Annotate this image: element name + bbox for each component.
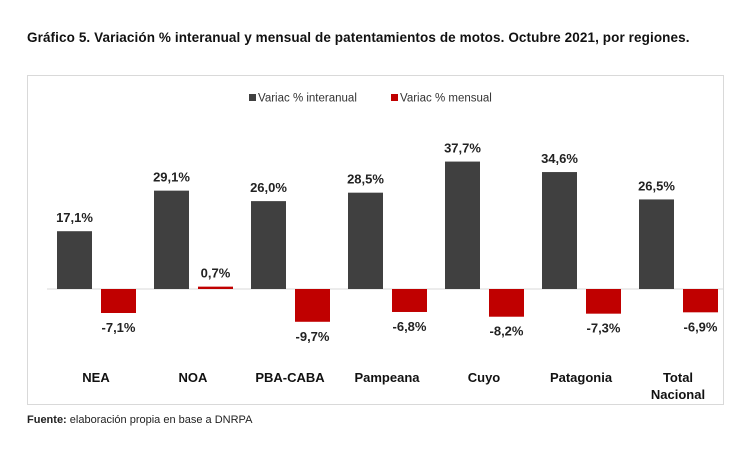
bar	[639, 199, 674, 289]
bar	[542, 172, 577, 289]
category-label: Nacional	[651, 387, 705, 402]
bar	[683, 289, 718, 313]
bar	[198, 286, 233, 289]
source-note: Fuente: elaboración propia en base a DNR…	[27, 414, 252, 426]
data-label: -9,7%	[296, 329, 330, 344]
category-label: Total	[663, 370, 693, 385]
category-label: Pampeana	[354, 370, 420, 385]
legend-swatch	[391, 94, 398, 101]
data-label: 26,0%	[250, 180, 287, 195]
bar	[348, 192, 383, 289]
data-label: 37,7%	[444, 141, 481, 156]
bar	[586, 289, 621, 314]
data-label: 28,5%	[347, 172, 384, 187]
chart-title: Gráfico 5. Variación % interanual y mens…	[27, 30, 690, 45]
bar	[101, 289, 136, 313]
data-label: -6,8%	[393, 319, 427, 334]
category-label: Patagonia	[550, 370, 613, 385]
bar	[154, 190, 189, 289]
bar	[295, 289, 330, 322]
data-label: 26,5%	[638, 178, 675, 193]
legend-label: Variac % interanual	[258, 93, 357, 105]
data-label: 0,7%	[201, 266, 231, 281]
category-label: PBA-CABA	[255, 370, 325, 385]
legend-label: Variac % mensual	[400, 93, 492, 105]
category-label: NOA	[179, 370, 209, 385]
chart-frame	[27, 75, 724, 405]
data-label: -7,3%	[587, 321, 621, 336]
data-label: 17,1%	[56, 210, 93, 225]
data-label: -7,1%	[102, 320, 136, 335]
category-label: Cuyo	[468, 370, 501, 385]
bar	[251, 201, 286, 289]
data-label: 29,1%	[153, 170, 190, 185]
data-label: 34,6%	[541, 151, 578, 166]
data-label: -8,2%	[490, 324, 524, 339]
source-text: elaboración propia en base a DNRPA	[66, 414, 253, 426]
bar	[57, 231, 92, 289]
bar	[392, 289, 427, 312]
legend-swatch	[249, 94, 256, 101]
category-label: NEA	[82, 370, 110, 385]
bar	[445, 161, 480, 289]
source-label: Fuente:	[27, 414, 67, 426]
bar	[489, 289, 524, 317]
data-label: -6,9%	[684, 319, 718, 334]
